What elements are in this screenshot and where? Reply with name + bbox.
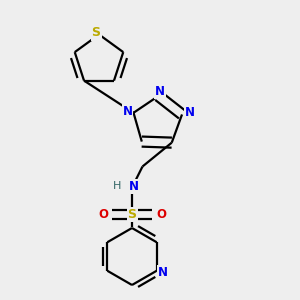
Text: H: H bbox=[113, 181, 121, 191]
Text: O: O bbox=[98, 208, 108, 221]
Text: N: N bbox=[122, 105, 133, 118]
Text: S: S bbox=[92, 26, 100, 40]
Text: O: O bbox=[156, 208, 166, 221]
Text: N: N bbox=[158, 266, 168, 279]
Text: N: N bbox=[184, 106, 194, 119]
Text: N: N bbox=[155, 85, 165, 98]
Text: N: N bbox=[128, 180, 139, 194]
Text: S: S bbox=[128, 208, 136, 221]
